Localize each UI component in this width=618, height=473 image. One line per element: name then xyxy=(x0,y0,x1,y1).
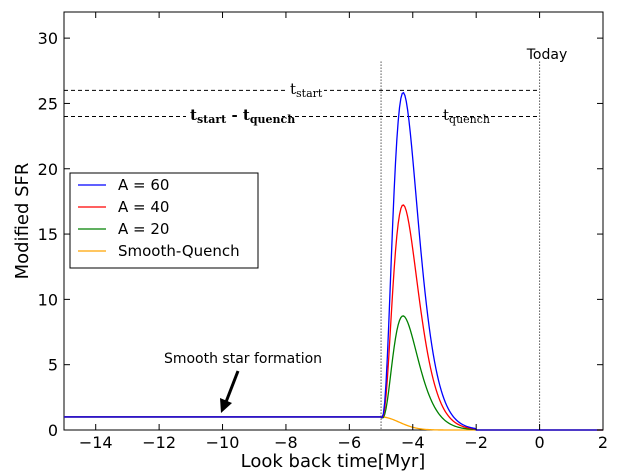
x-tick-label: −12 xyxy=(142,433,176,452)
legend-label: Smooth-Quench xyxy=(118,242,240,260)
t-quench-label: tquench xyxy=(443,106,490,126)
y-tick-label: 25 xyxy=(38,94,58,113)
x-tick-label: −6 xyxy=(338,433,362,452)
y-tick-label: 30 xyxy=(38,29,58,48)
y-tick-label: 10 xyxy=(38,290,58,309)
y-axis-title: Modified SFR xyxy=(12,163,33,280)
reference-lines xyxy=(64,61,541,430)
t-start-label-bg xyxy=(286,78,324,98)
series-layer xyxy=(64,91,603,431)
today-label: Today xyxy=(526,47,568,63)
x-tick-label: −14 xyxy=(79,433,113,452)
legend-items: A = 60 A = 40 A = 20 Smooth-Quench xyxy=(78,176,240,260)
smooth-star-formation-label: Smooth star formation xyxy=(164,351,322,367)
x-tick-label: 2 xyxy=(598,433,608,452)
x-tick-label: −10 xyxy=(206,433,240,452)
legend-label: A = 20 xyxy=(118,220,169,238)
y-tick-label: 5 xyxy=(48,356,58,375)
x-tick-label: 0 xyxy=(534,433,544,452)
arrow-icon xyxy=(220,370,240,413)
y-tick-label: 20 xyxy=(38,160,58,179)
legend-label: A = 60 xyxy=(118,176,169,194)
legend-label: A = 40 xyxy=(118,198,169,216)
t-start-label: tstart xyxy=(290,80,323,100)
x-axis-title: Look back time[Myr] xyxy=(241,451,426,472)
t-start-minus-t-quench-bg xyxy=(186,104,282,126)
t-start-minus-t-quench-label: tstart - tquench xyxy=(190,106,295,126)
x-tick-label: −2 xyxy=(464,433,488,452)
series-line-a-60 xyxy=(64,91,603,431)
y-tick-label: 0 xyxy=(48,421,58,440)
legend: A = 60 A = 40 A = 20 Smooth-Quench xyxy=(69,172,259,269)
legend-box xyxy=(69,172,259,269)
x-tick-label: −8 xyxy=(274,433,298,452)
x-tick-label: −4 xyxy=(401,433,425,452)
y-tick-label: 15 xyxy=(38,225,58,244)
